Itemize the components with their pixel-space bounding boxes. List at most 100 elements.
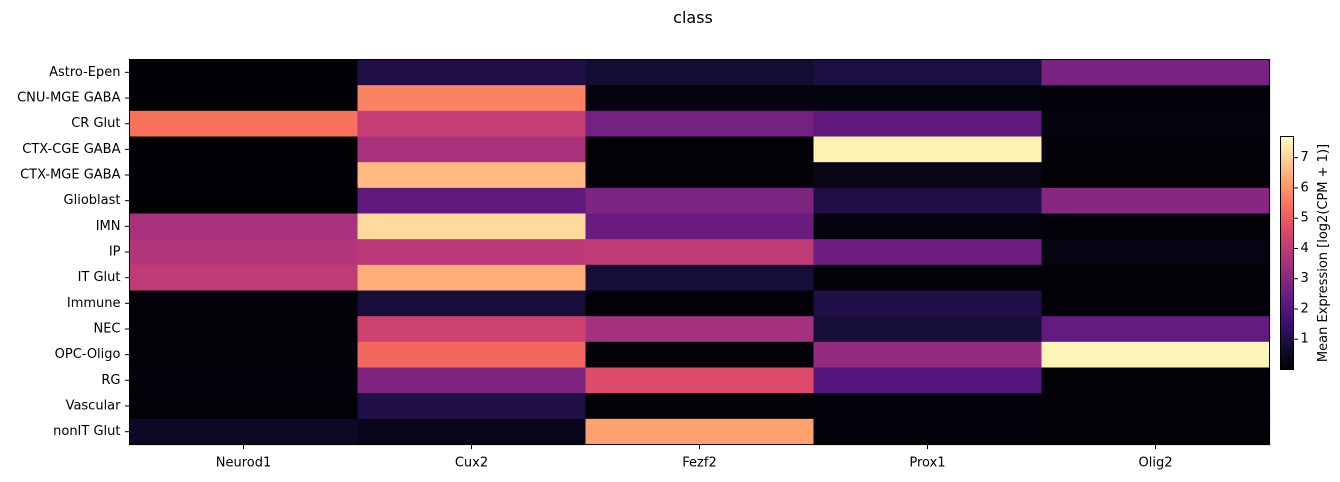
x-axis-ticks: Neurod1 Cux2 Fezf2 Prox1 Olig2: [216, 444, 1173, 471]
y-tick-label: Immune: [67, 296, 121, 311]
heatmap-cell: [129, 162, 359, 189]
heatmap-cell: [129, 85, 359, 112]
heatmap-cell: [813, 367, 1043, 394]
heatmap-cell: [357, 393, 587, 420]
heatmap-cell: [585, 136, 815, 163]
heatmap-cell: [585, 110, 815, 138]
heatmap-cell: [1041, 290, 1271, 317]
heatmap-cell: [1041, 187, 1271, 215]
heatmap-cell: [585, 264, 815, 292]
heatmap-cell: [129, 136, 359, 163]
heatmap-cell: [585, 316, 815, 343]
heatmap-cell: [1041, 316, 1271, 343]
heatmap-cell: [585, 239, 815, 266]
y-tick-label: CTX-CGE GABA: [22, 142, 120, 157]
x-tick-label: Fezf2: [682, 456, 716, 471]
heatmap-cell: [585, 290, 815, 317]
plot-frame: [129, 59, 1270, 445]
colorbar-label: Mean Expression [log2(CPM + 1)]: [1316, 144, 1331, 362]
colorbar-ticks: 1 2 3 4 5 6 7: [1293, 150, 1309, 347]
heatmap-cell: [813, 290, 1043, 317]
heatmap-cell: [585, 59, 815, 86]
heatmap-cell: [357, 213, 587, 240]
heatmap-cell: [129, 341, 359, 369]
x-tick-label: Prox1: [909, 456, 945, 471]
heatmap-cell: [129, 418, 359, 446]
heatmap-cell: [357, 290, 587, 317]
colorbar-tick-label: 6: [1301, 180, 1309, 195]
heatmap-cell: [813, 162, 1043, 189]
x-tick-label: Neurod1: [216, 456, 272, 471]
colorbar-tick-label: 2: [1301, 301, 1309, 316]
heatmap-cell: [357, 110, 587, 138]
y-tick-label: CNU-MGE GABA: [17, 91, 121, 106]
heatmap-cell: [813, 418, 1043, 446]
y-tick-label: CR Glut: [71, 116, 120, 131]
heatmap-cell: [129, 264, 359, 292]
heatmap-cell: [357, 136, 587, 163]
heatmap-cell: [813, 264, 1043, 292]
heatmap-cell: [357, 239, 587, 266]
heatmap-cell: [585, 187, 815, 215]
heatmap-cell: [813, 316, 1043, 343]
heatmap-cell: [585, 213, 815, 240]
y-tick-label: NEC: [93, 322, 120, 337]
heatmap-cell: [1041, 162, 1271, 189]
y-tick-label: RG: [101, 373, 120, 388]
heatmap-cell: [129, 367, 359, 394]
heatmap-cell: [357, 59, 587, 86]
heatmap-cell: [129, 110, 359, 138]
heatmap-cell: [1041, 85, 1271, 112]
heatmap-cell: [585, 162, 815, 189]
y-axis-ticks: Astro-Epen CNU-MGE GABA CR Glut CTX-CGE GAB…: [17, 65, 130, 439]
y-tick-label: OPC-Oligo: [55, 347, 121, 362]
heatmap-cell: [357, 264, 587, 292]
heatmap-cell: [357, 316, 587, 343]
heatmap-cell: [129, 239, 359, 266]
heatmap-cell: [357, 367, 587, 394]
heatmap-cell: [357, 187, 587, 215]
heatmap-cell: [357, 162, 587, 189]
heatmap-cell: [813, 213, 1043, 240]
heatmap-cells: [129, 59, 1271, 446]
heatmap-cell: [1041, 239, 1271, 266]
y-tick-label: IMN: [96, 219, 121, 234]
heatmap-cell: [1041, 59, 1271, 86]
y-tick-label: Vascular: [66, 399, 122, 414]
heatmap-cell: [1041, 213, 1271, 240]
x-tick-label: Olig2: [1139, 456, 1173, 471]
heatmap-cell: [129, 316, 359, 343]
colorbar-tick-label: 3: [1301, 271, 1309, 286]
heatmap-cell: [813, 187, 1043, 215]
heatmap-cell: [1041, 341, 1271, 369]
heatmap-cell: [1041, 136, 1271, 163]
heatmap-cell: [813, 341, 1043, 369]
heatmap-cell: [1041, 110, 1271, 138]
heatmap-cell: [1041, 393, 1271, 420]
heatmap-cell: [357, 85, 587, 112]
chart-title: class: [673, 8, 713, 27]
y-tick-label: IP: [109, 245, 121, 260]
heatmap-cell: [1041, 418, 1271, 446]
heatmap-cell: [813, 239, 1043, 266]
colorbar-tick-label: 4: [1301, 241, 1309, 256]
y-tick-label: CTX-MGE GABA: [20, 168, 120, 183]
heatmap-cell: [813, 59, 1043, 86]
y-tick-label: nonIT Glut: [53, 424, 120, 439]
heatmap-cell: [813, 393, 1043, 420]
colorbar-tick-label: 1: [1301, 332, 1309, 347]
y-tick-label: Glioblast: [64, 193, 121, 208]
heatmap-cell: [129, 393, 359, 420]
heatmap-cell: [813, 110, 1043, 138]
y-tick-label: IT Glut: [78, 270, 121, 285]
colorbar: [1280, 136, 1294, 370]
heatmap-cell: [129, 290, 359, 317]
heatmap-cell: [357, 418, 587, 446]
heatmap-cell: [357, 341, 587, 369]
x-tick-label: Cux2: [455, 456, 488, 471]
colorbar-tick-label: 7: [1301, 150, 1309, 165]
heatmap-cell: [585, 85, 815, 112]
colorbar-tick-label: 5: [1301, 211, 1309, 226]
heatmap-cell: [813, 136, 1043, 163]
